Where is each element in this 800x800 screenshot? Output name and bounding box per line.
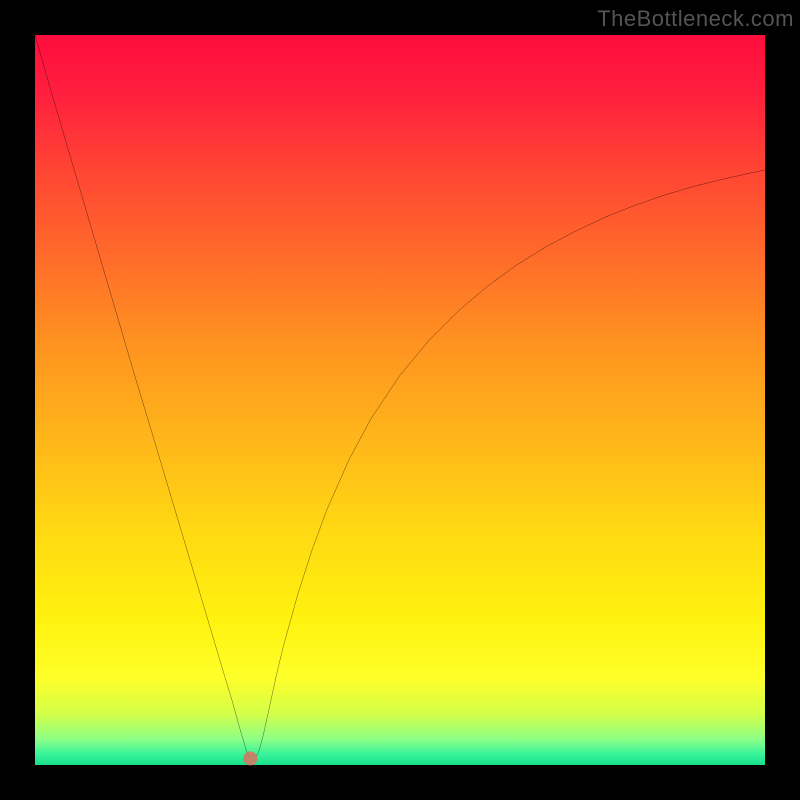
bottleneck-curve bbox=[35, 35, 765, 765]
watermark-text: TheBottleneck.com bbox=[597, 6, 794, 32]
chart-frame: TheBottleneck.com bbox=[0, 0, 800, 800]
plot-area bbox=[35, 35, 765, 765]
vertex-marker bbox=[244, 752, 257, 765]
